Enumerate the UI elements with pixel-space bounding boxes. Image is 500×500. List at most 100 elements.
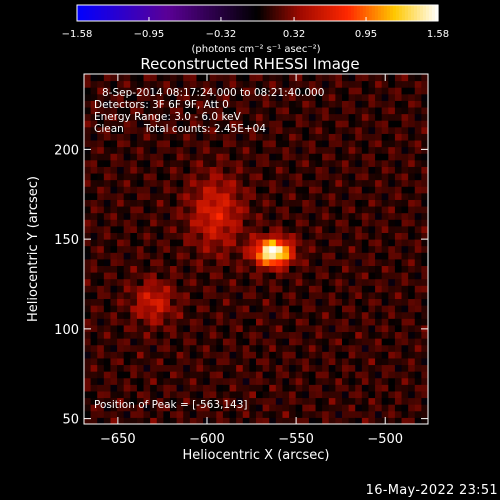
heatmap-cell [176, 397, 184, 405]
heatmap-cell [289, 265, 297, 273]
colorbar-segment [422, 5, 427, 21]
heatmap-cell [203, 120, 211, 128]
heatmap-cell [375, 219, 383, 227]
heatmap-cell [388, 186, 396, 194]
heatmap-cell [196, 212, 204, 220]
heatmap-cell [408, 225, 416, 233]
heatmap-cell [375, 344, 383, 352]
heatmap-cell [375, 159, 383, 167]
heatmap-cell [163, 384, 171, 392]
heatmap-cell [408, 324, 416, 333]
x-axis: −650 −600 −550 −500 [100, 74, 403, 447]
heatmap-cell [117, 357, 125, 366]
heatmap-cell [414, 291, 422, 300]
heatmap-cell [249, 225, 257, 233]
heatmap-cell [117, 133, 125, 141]
heatmap-cell [315, 397, 323, 405]
heatmap-cell [163, 318, 171, 326]
heatmap-cell [183, 192, 191, 200]
heatmap-cell [322, 173, 330, 181]
heatmap-cell [117, 285, 125, 293]
heatmap-cell [209, 206, 217, 214]
heatmap-cell [90, 179, 98, 187]
heatmap-cell [414, 133, 422, 141]
heatmap-cell [275, 120, 283, 128]
heatmap-cell [117, 159, 125, 167]
heatmap-cell [236, 291, 244, 300]
heatmap-cell [176, 417, 184, 425]
heatmap-cell [315, 272, 323, 280]
heatmap-cell [150, 87, 158, 95]
heatmap-cell [189, 113, 197, 121]
heatmap-cell [249, 212, 257, 220]
heatmap-cell [90, 324, 98, 333]
heatmap-cell [216, 272, 224, 280]
heatmap-cell [84, 265, 92, 273]
heatmap-cell [375, 100, 383, 108]
heatmap-cell [269, 364, 277, 372]
heatmap-cell [90, 107, 98, 115]
heatmap-cell [348, 113, 356, 121]
heatmap-cell [315, 166, 323, 174]
heatmap-cell [110, 80, 118, 88]
heatmap-cell [123, 120, 131, 128]
colorbar-segment [284, 5, 289, 21]
heatmap-cell [388, 179, 396, 187]
heatmap-cell [84, 93, 92, 101]
heatmap-cell [130, 192, 138, 200]
heatmap-cell [388, 192, 396, 200]
heatmap-cell [361, 324, 369, 333]
x-tick-label: −650 [100, 432, 136, 447]
heatmap-cell [236, 186, 244, 194]
heatmap-cell [328, 212, 336, 220]
heatmap-cell [97, 173, 105, 181]
heatmap-cell [308, 212, 317, 220]
heatmap-cell [189, 364, 197, 372]
heatmap-cell [269, 93, 277, 101]
heatmap-cell [302, 285, 310, 293]
heatmap-cell [275, 258, 283, 267]
heatmap-cell [136, 285, 145, 293]
heatmap-cell [348, 265, 356, 273]
heatmap-cell [163, 113, 171, 121]
heatmap-cell [209, 331, 217, 339]
heatmap-cell [196, 417, 204, 425]
heatmap-cell [282, 74, 290, 82]
colorbar-segment [386, 5, 391, 21]
heatmap-cell [381, 107, 389, 115]
heatmap-cell [209, 239, 217, 247]
heatmap-cell [282, 338, 290, 346]
heatmap-cell [308, 113, 317, 121]
heatmap-cell [295, 265, 303, 273]
heatmap-cell [110, 364, 118, 372]
heatmap-cell [84, 239, 92, 247]
heatmap-cell [302, 239, 310, 247]
heatmap-cell [176, 186, 184, 194]
heatmap-cell [97, 126, 105, 134]
heatmap-cell [394, 298, 403, 306]
heatmap-cell [368, 397, 376, 405]
heatmap-cell [289, 107, 297, 115]
heatmap-cell [348, 278, 356, 286]
heatmap-cell [408, 410, 416, 418]
heatmap-cell [222, 298, 231, 306]
heatmap-cell [156, 113, 164, 121]
colorbar-units: (photons cm⁻² s⁻¹ asec⁻²) [191, 44, 320, 55]
heatmap-cell [302, 186, 310, 194]
heatmap-cell [183, 351, 191, 359]
heatmap-cell [196, 278, 204, 286]
heatmap-cell [90, 311, 98, 319]
heatmap-cell [97, 397, 105, 405]
heatmap-cell [236, 417, 244, 425]
heatmap-cell [388, 80, 396, 88]
heatmap-cell [170, 371, 178, 379]
heatmap-cell [308, 225, 317, 233]
heatmap-cell [136, 357, 145, 366]
heatmap-cell [355, 87, 363, 95]
heatmap-cell [156, 212, 164, 220]
heatmap-cell [315, 107, 323, 115]
heatmap-cell [150, 212, 158, 220]
heatmap-cell [368, 113, 376, 121]
heatmap-cell [408, 219, 416, 227]
heatmap-cell [229, 93, 237, 101]
